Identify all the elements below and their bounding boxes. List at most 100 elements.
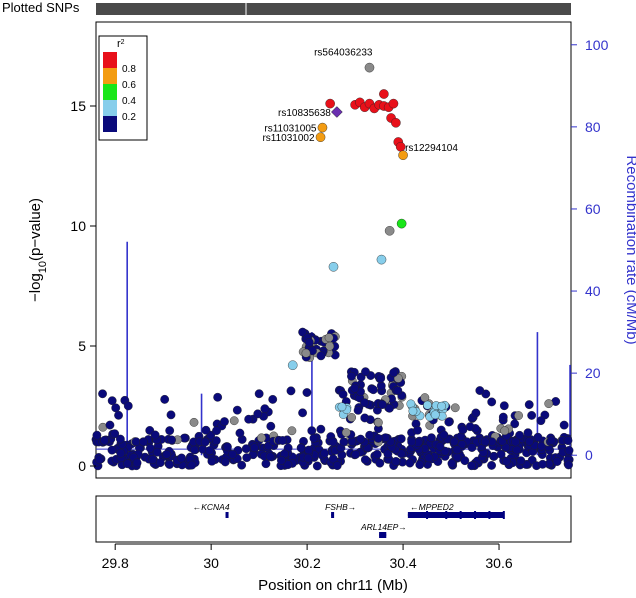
snp-point — [167, 435, 176, 445]
snp-point — [328, 454, 338, 464]
plotted-snps-bar — [96, 3, 571, 15]
snp-point — [435, 441, 445, 451]
y-axis-left-title: −log10(p−value) — [27, 198, 49, 302]
snp-point — [337, 402, 347, 412]
snp-label: rs12294104 — [405, 143, 458, 154]
snp-point — [241, 444, 251, 454]
snp-point — [265, 452, 275, 461]
snp-point — [165, 460, 174, 469]
snp-point — [165, 426, 175, 436]
snp-point — [475, 386, 485, 395]
snp-point — [471, 408, 481, 418]
snp-point — [373, 418, 383, 427]
snp-point — [353, 405, 363, 415]
snp-point — [373, 434, 383, 443]
y-left-tick-label: 10 — [70, 218, 86, 234]
highlighted-snp-point — [395, 141, 406, 152]
snp-point — [312, 461, 322, 471]
snp-point — [249, 443, 259, 453]
gene-exon — [379, 532, 387, 538]
y-right-tick-label: 80 — [585, 119, 601, 135]
gene-exon — [445, 511, 448, 519]
x-tick-label: 30.2 — [293, 555, 320, 571]
snp-point — [277, 455, 286, 465]
gene-exon — [407, 512, 504, 518]
snp-point — [304, 338, 314, 347]
plot-title: Plotted SNPs — [2, 0, 80, 15]
gene-label: ARL14EP→ — [360, 522, 407, 532]
y-right-tick-label: 60 — [585, 201, 601, 217]
snp-point — [123, 459, 132, 469]
gene-exon — [459, 511, 462, 519]
r2-legend: r2 0.8 0.6 0.4 0.2 — [98, 35, 148, 141]
gene-label: ←KCNA4 — [193, 502, 230, 512]
snp-point — [200, 437, 210, 447]
highlighted-snp-point — [364, 62, 375, 73]
snp-label: rs10835638 — [278, 108, 331, 119]
snp-point — [229, 416, 239, 426]
snp-point — [162, 449, 172, 459]
snp-annotation-layer: rs564036233 rs10835638 rs11031005rs1103100… — [262, 48, 458, 154]
snp-point — [378, 400, 387, 409]
snp-point — [94, 455, 104, 465]
snp-point — [393, 386, 403, 395]
snp-point — [166, 410, 176, 420]
snp-point — [351, 449, 361, 459]
snp-point — [107, 445, 117, 455]
snp-point — [338, 389, 348, 399]
snp-point — [303, 453, 313, 463]
highlighted-snp-layer — [287, 62, 408, 371]
snp-point — [547, 435, 556, 445]
snp-point — [92, 430, 102, 440]
x-tick-label: 30 — [203, 555, 219, 571]
snp-point — [360, 455, 370, 465]
snp-point — [278, 436, 288, 445]
snp-point — [232, 405, 242, 415]
snp-point — [207, 456, 217, 466]
snp-point — [538, 459, 548, 469]
snp-point — [500, 426, 510, 436]
snp-point — [223, 442, 232, 452]
highlighted-snp-point — [379, 89, 389, 99]
snp-point — [365, 430, 375, 440]
snp-point — [177, 453, 186, 463]
y-left-tick-label: 15 — [70, 98, 86, 114]
snp-point — [201, 425, 211, 435]
snp-point — [287, 426, 297, 436]
snp-point — [205, 446, 215, 456]
snp-point — [389, 368, 399, 378]
snp-point — [190, 445, 199, 455]
gene-exon — [331, 512, 335, 518]
snp-point — [360, 413, 370, 423]
snp-point — [368, 385, 378, 395]
snp-point — [237, 460, 247, 470]
snp-point — [499, 401, 509, 411]
snp-point — [487, 461, 496, 470]
snp-point — [298, 408, 307, 418]
y-axis-right: 0 20 40 60 80 100 — [571, 37, 609, 463]
snp-point — [444, 417, 454, 427]
snp-point — [105, 420, 115, 430]
snp-point — [152, 447, 162, 457]
snp-point — [132, 458, 142, 468]
snp-label: rs564036233 — [314, 48, 373, 59]
gene-exon — [426, 511, 429, 519]
snp-point — [480, 437, 490, 447]
legend-label: 0.8 — [122, 64, 136, 75]
snp-point — [514, 411, 523, 420]
highlighted-snp-point — [325, 98, 335, 109]
snp-point — [467, 461, 477, 471]
snp-point — [552, 457, 562, 466]
snp-point — [213, 392, 223, 402]
snp-point — [527, 411, 537, 420]
legend-swatch — [103, 84, 117, 100]
snp-point — [189, 417, 199, 427]
highlighted-snp-point — [315, 132, 326, 142]
snp-point — [537, 441, 547, 451]
snp-point — [332, 461, 342, 471]
gene-label: FSHB→ — [325, 502, 356, 512]
x-tick-label: 30.4 — [389, 555, 416, 571]
highlighted-snp-point — [398, 150, 408, 160]
gene-exon — [474, 511, 477, 519]
